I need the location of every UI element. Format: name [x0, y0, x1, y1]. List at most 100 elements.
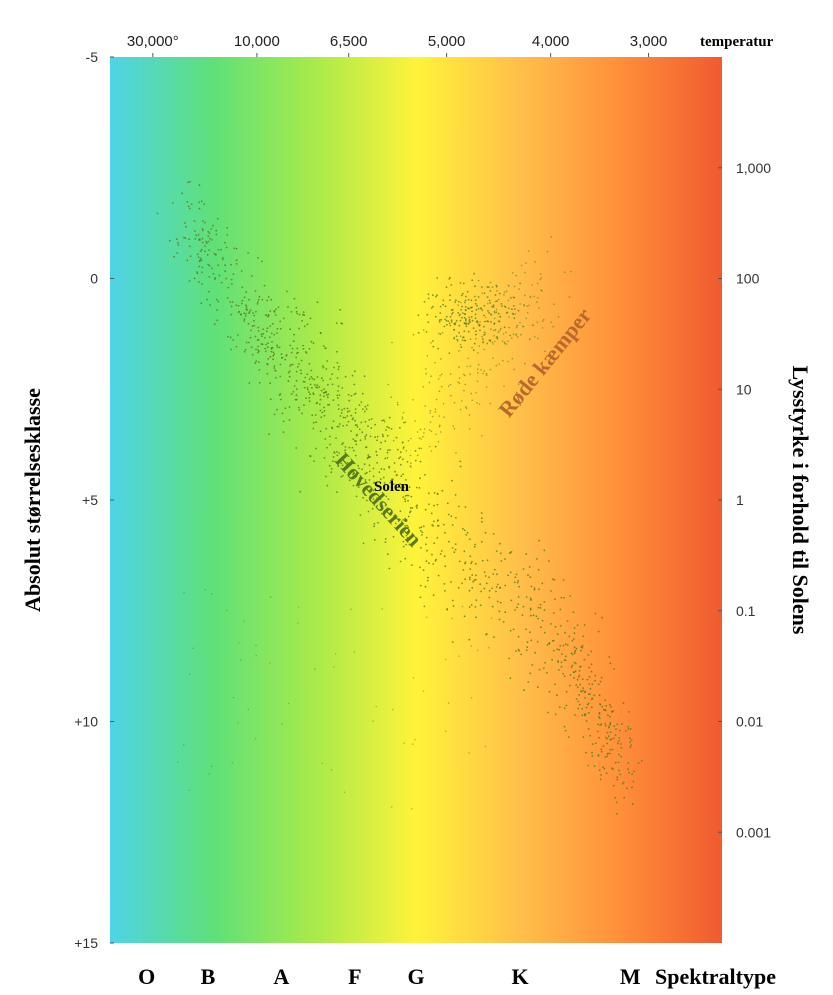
star — [355, 440, 357, 443]
star — [293, 297, 296, 300]
star — [462, 569, 465, 571]
star — [417, 332, 420, 334]
star — [387, 498, 390, 500]
star — [434, 408, 437, 411]
star — [507, 574, 509, 577]
star — [438, 425, 441, 428]
star — [616, 778, 619, 781]
star — [357, 472, 360, 475]
star — [483, 304, 486, 307]
star — [496, 600, 499, 603]
star — [570, 270, 572, 273]
star — [451, 479, 453, 482]
star — [460, 301, 462, 304]
star — [582, 635, 584, 638]
star — [604, 756, 607, 758]
star — [446, 323, 448, 326]
star — [466, 290, 469, 293]
star — [253, 324, 256, 327]
star — [473, 349, 475, 352]
star — [480, 308, 483, 310]
star — [433, 520, 435, 523]
star — [526, 305, 528, 307]
star — [224, 241, 227, 244]
star — [495, 586, 498, 588]
star — [479, 604, 482, 607]
star — [558, 648, 561, 651]
star — [605, 705, 608, 707]
star — [417, 454, 419, 457]
star — [379, 448, 382, 450]
star — [309, 393, 311, 396]
star — [438, 415, 441, 417]
star — [515, 274, 517, 277]
temperature-tick-label: 30,000° — [127, 33, 179, 50]
star — [458, 366, 460, 368]
star — [552, 612, 555, 614]
star — [446, 608, 448, 611]
star — [407, 439, 410, 442]
star — [504, 611, 507, 614]
star — [201, 271, 203, 274]
star — [497, 320, 500, 322]
star — [231, 283, 233, 285]
star — [467, 357, 470, 360]
star — [445, 315, 448, 318]
star — [410, 437, 412, 440]
star — [468, 414, 471, 416]
star — [543, 609, 546, 611]
star — [461, 400, 463, 402]
star — [458, 560, 461, 563]
star — [321, 411, 324, 414]
star — [408, 511, 411, 514]
star — [196, 253, 199, 256]
star — [525, 628, 527, 631]
star — [406, 536, 409, 539]
star — [352, 462, 355, 465]
star — [461, 316, 463, 319]
star — [531, 664, 534, 666]
star — [274, 314, 277, 316]
star — [515, 326, 518, 329]
star — [351, 446, 354, 449]
star — [396, 401, 399, 404]
star — [563, 725, 566, 728]
star — [552, 325, 554, 328]
star — [220, 281, 223, 284]
star — [267, 346, 269, 349]
star — [230, 348, 233, 351]
star — [551, 658, 553, 661]
star — [355, 495, 358, 498]
star — [459, 319, 462, 322]
star — [330, 768, 333, 771]
star — [526, 312, 529, 314]
star — [344, 416, 347, 419]
star — [609, 731, 612, 733]
star — [565, 704, 568, 707]
star — [480, 512, 483, 514]
star — [522, 605, 525, 608]
star — [464, 578, 467, 581]
star — [401, 418, 404, 420]
star — [313, 460, 315, 462]
star — [464, 561, 467, 564]
star — [444, 565, 447, 568]
star — [226, 609, 228, 612]
star — [308, 378, 311, 380]
star — [286, 290, 288, 293]
star — [525, 649, 528, 652]
star — [451, 547, 454, 549]
star — [613, 668, 615, 670]
star — [574, 662, 577, 665]
star — [449, 299, 451, 301]
star — [183, 222, 186, 224]
star — [269, 662, 271, 664]
star — [405, 543, 407, 546]
star — [187, 205, 190, 208]
star — [449, 315, 452, 318]
star — [330, 471, 333, 474]
star — [536, 686, 539, 688]
star — [360, 401, 363, 403]
star — [211, 239, 213, 241]
